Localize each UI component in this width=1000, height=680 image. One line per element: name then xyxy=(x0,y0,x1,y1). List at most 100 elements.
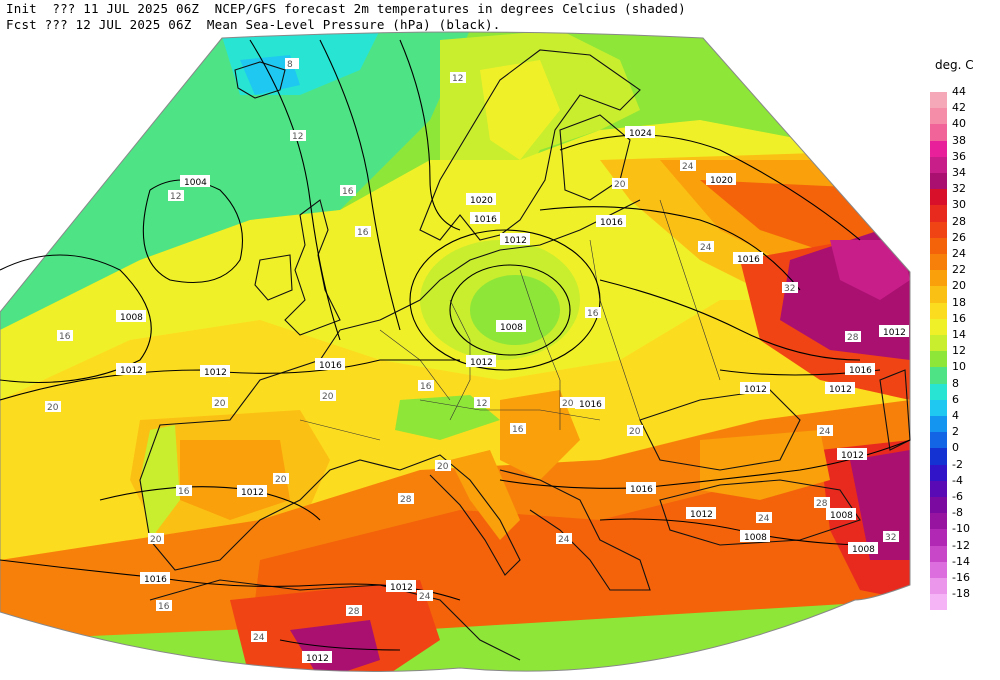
temp-label: 24 xyxy=(251,631,267,643)
temp-label: 24 xyxy=(756,512,772,524)
svg-text:20: 20 xyxy=(275,475,287,485)
pressure-label: 1008 xyxy=(826,508,856,521)
temp-label: 16 xyxy=(585,307,601,319)
svg-text:24: 24 xyxy=(819,427,831,437)
legend-swatch xyxy=(930,270,947,287)
legend-entry: 32 xyxy=(930,182,1000,206)
legend-label: 30 xyxy=(952,198,966,212)
legend-label: 26 xyxy=(952,230,966,244)
legend-label: 24 xyxy=(952,247,966,260)
legend-entry: 38 xyxy=(930,134,1000,157)
pressure-label: 1012 xyxy=(200,365,230,378)
svg-text:1016: 1016 xyxy=(737,255,760,265)
svg-text:16: 16 xyxy=(158,602,170,612)
svg-text:1020: 1020 xyxy=(710,176,733,186)
pressure-label: 1016 xyxy=(733,252,763,265)
svg-text:20: 20 xyxy=(150,535,162,545)
pressure-label: 1016 xyxy=(575,397,605,410)
svg-text:24: 24 xyxy=(253,633,265,643)
svg-text:12: 12 xyxy=(476,399,487,409)
pressure-label: 1012 xyxy=(466,355,496,368)
legend-swatch xyxy=(930,578,947,595)
legend-label: 28 xyxy=(952,214,966,228)
legend-label: 22 xyxy=(952,263,966,277)
pressure-label: 1020 xyxy=(466,193,496,206)
pressure-label: 1020 xyxy=(706,173,736,186)
legend-swatch xyxy=(930,108,947,125)
pressure-labels: 1004 1008 1012 1012 1016 1020 1016 1012 … xyxy=(116,126,909,664)
legend-swatch xyxy=(930,156,947,173)
legend-label: 42 xyxy=(952,101,966,115)
pressure-label: 1024 xyxy=(625,126,655,139)
legend-label: 0 xyxy=(952,441,959,455)
temp-label: 24 xyxy=(556,533,572,545)
svg-text:1016: 1016 xyxy=(579,400,602,410)
legend-entry: -12 xyxy=(930,539,1000,562)
legend-swatch xyxy=(930,594,947,611)
svg-text:1012: 1012 xyxy=(744,385,767,395)
svg-text:24: 24 xyxy=(419,592,431,602)
temp-label: 32 xyxy=(782,282,798,294)
svg-text:1008: 1008 xyxy=(120,313,143,323)
svg-text:1012: 1012 xyxy=(690,510,713,520)
pressure-label: 1012 xyxy=(825,382,855,395)
legend-label: -6 xyxy=(952,490,963,503)
legend-label: 38 xyxy=(952,133,966,147)
svg-text:20: 20 xyxy=(614,180,626,190)
temp-label: 28 xyxy=(398,493,414,505)
temp-label: 20 xyxy=(212,397,228,409)
temp-label: 16 xyxy=(340,185,356,197)
legend-entry: 0 xyxy=(930,441,1000,465)
svg-text:1016: 1016 xyxy=(474,215,497,225)
temp-label: 28 xyxy=(346,605,362,617)
svg-text:1012: 1012 xyxy=(241,488,264,498)
temperature-legend: deg. C 44 42 40 38 36 34 32 30 28 26 24 22 20 18 16 14 1… xyxy=(925,55,1000,615)
pressure-label: 1008 xyxy=(116,310,146,323)
temp-label: 16 xyxy=(418,380,434,392)
header-forecast-line: Fcst ??? 12 JUL 2025 06Z Mean Sea-Level … xyxy=(6,17,501,32)
legend-label: 18 xyxy=(952,295,966,309)
svg-text:1020: 1020 xyxy=(470,196,493,206)
temp-label: 20 xyxy=(320,390,336,402)
svg-text:1004: 1004 xyxy=(184,178,207,188)
legend-entry: 10 xyxy=(930,360,1000,384)
svg-text:16: 16 xyxy=(342,187,354,197)
legend-entry: 30 xyxy=(930,198,1000,222)
temp-label: 20 xyxy=(148,533,164,545)
svg-text:1016: 1016 xyxy=(849,366,872,376)
svg-text:16: 16 xyxy=(178,487,190,497)
legend-swatch xyxy=(930,237,947,254)
svg-text:12: 12 xyxy=(292,132,303,142)
legend-label: 6 xyxy=(952,392,959,406)
pressure-label: 1008 xyxy=(496,320,526,333)
legend-swatch xyxy=(930,140,947,157)
svg-text:20: 20 xyxy=(47,403,59,413)
legend-label: 8 xyxy=(952,376,959,390)
legend-swatch xyxy=(930,92,947,109)
svg-text:24: 24 xyxy=(558,535,570,545)
legend-swatch xyxy=(930,545,947,562)
legend-entry: -10 xyxy=(930,522,1000,546)
temp-label: 20 xyxy=(612,178,628,190)
svg-text:1012: 1012 xyxy=(306,654,329,664)
pressure-label: 1012 xyxy=(879,325,909,338)
svg-text:24: 24 xyxy=(758,514,770,524)
legend-entry: 24 xyxy=(930,247,1000,271)
legend-entry: 8 xyxy=(930,377,1000,400)
temp-label: 32 xyxy=(883,531,899,543)
pressure-label: 1012 xyxy=(837,448,867,461)
legend-swatch xyxy=(930,399,947,416)
legend-entry: 2 xyxy=(930,425,1000,449)
coastlines xyxy=(139,49,911,661)
svg-text:1016: 1016 xyxy=(600,218,623,228)
svg-text:20: 20 xyxy=(629,427,641,437)
legend-entry: 44 xyxy=(930,85,1000,109)
legend-swatch xyxy=(930,464,947,481)
svg-text:16: 16 xyxy=(587,309,599,319)
legend-swatch xyxy=(930,335,947,352)
map-header: Init ??? 11 JUL 2025 06Z NCEP/GFS foreca… xyxy=(0,0,760,36)
legend-label: -10 xyxy=(952,522,970,536)
pressure-label: 1016 xyxy=(845,363,875,376)
pressure-label: 1012 xyxy=(116,363,146,376)
svg-text:1012: 1012 xyxy=(470,358,493,368)
